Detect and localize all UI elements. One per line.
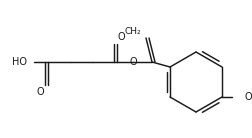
Text: OCH₃: OCH₃ <box>245 92 252 102</box>
Text: O: O <box>118 32 126 42</box>
Text: CH₂: CH₂ <box>124 27 141 36</box>
Text: O: O <box>129 57 137 67</box>
Text: HO: HO <box>12 57 27 67</box>
Text: O: O <box>36 87 44 97</box>
